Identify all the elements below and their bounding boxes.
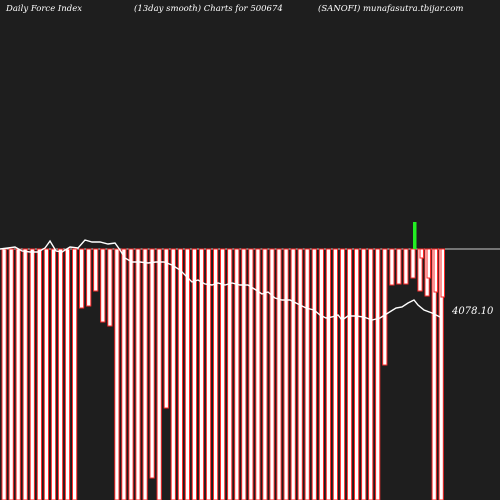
force-bar [290,248,296,500]
force-bar [50,248,57,500]
smooth-line [0,239,443,321]
force-bar [410,248,416,279]
force-bar [227,248,233,500]
force-bar [234,248,240,500]
force-bar [396,248,402,285]
force-bar [403,248,409,285]
force-bar [79,248,85,309]
force-bar [283,248,289,500]
force-bar [156,248,162,500]
force-bar-positive [413,222,417,249]
force-bar [57,248,64,500]
force-bar [43,248,49,500]
force-bar [241,248,247,500]
force-bar [346,248,353,500]
force-bar [8,248,14,500]
force-bar [149,248,155,479]
force-bar [297,248,303,500]
force-bar [255,248,261,500]
last-value-label: 4078.10 [452,306,494,317]
force-bar [191,248,198,500]
chart-header-center: (13day smooth) Charts for 500674 [134,4,283,14]
force-bar [170,248,176,500]
force-bar [142,248,148,500]
force-bar [29,248,35,500]
force-bar [121,248,127,500]
force-bar [248,248,254,500]
force-bar [213,248,219,500]
force-bar [382,248,388,366]
force-bar [276,248,282,500]
force-bar [93,248,99,292]
force-bar [163,248,169,409]
force-bar [1,248,7,500]
force-bar [72,248,78,500]
force-bar [311,248,317,500]
force-bar [269,248,275,500]
force-bar [339,248,346,500]
force-bar [368,248,374,500]
force-bar [107,248,113,327]
force-bar [304,248,310,500]
force-bar [135,248,141,500]
force-bar [354,248,360,500]
force-bar [325,248,331,500]
force-bar [184,248,191,500]
force-bar [114,248,120,500]
force-bar [205,248,212,500]
force-bar [220,248,226,500]
force-bar [318,248,324,500]
force-bar [15,248,21,500]
force-bar [198,248,205,500]
force-bar [332,248,338,500]
force-bar [177,248,184,500]
force-bar [361,248,367,500]
force-bar [440,248,445,298]
force-bar [36,248,42,500]
force-bar [433,248,438,293]
force-bar [375,248,381,500]
force-bar [100,248,106,323]
chart-header-left: Daily Force Index [6,4,83,14]
force-bar [128,248,134,500]
force-bar [86,248,92,307]
chart-header-right: (SANOFI) munafasutra.tbijar.com [318,4,464,14]
force-bar [64,248,71,500]
force-bar [419,248,424,259]
force-bar [22,248,28,500]
force-bar [389,248,395,286]
force-bar [262,248,268,500]
force-bar [426,248,431,279]
